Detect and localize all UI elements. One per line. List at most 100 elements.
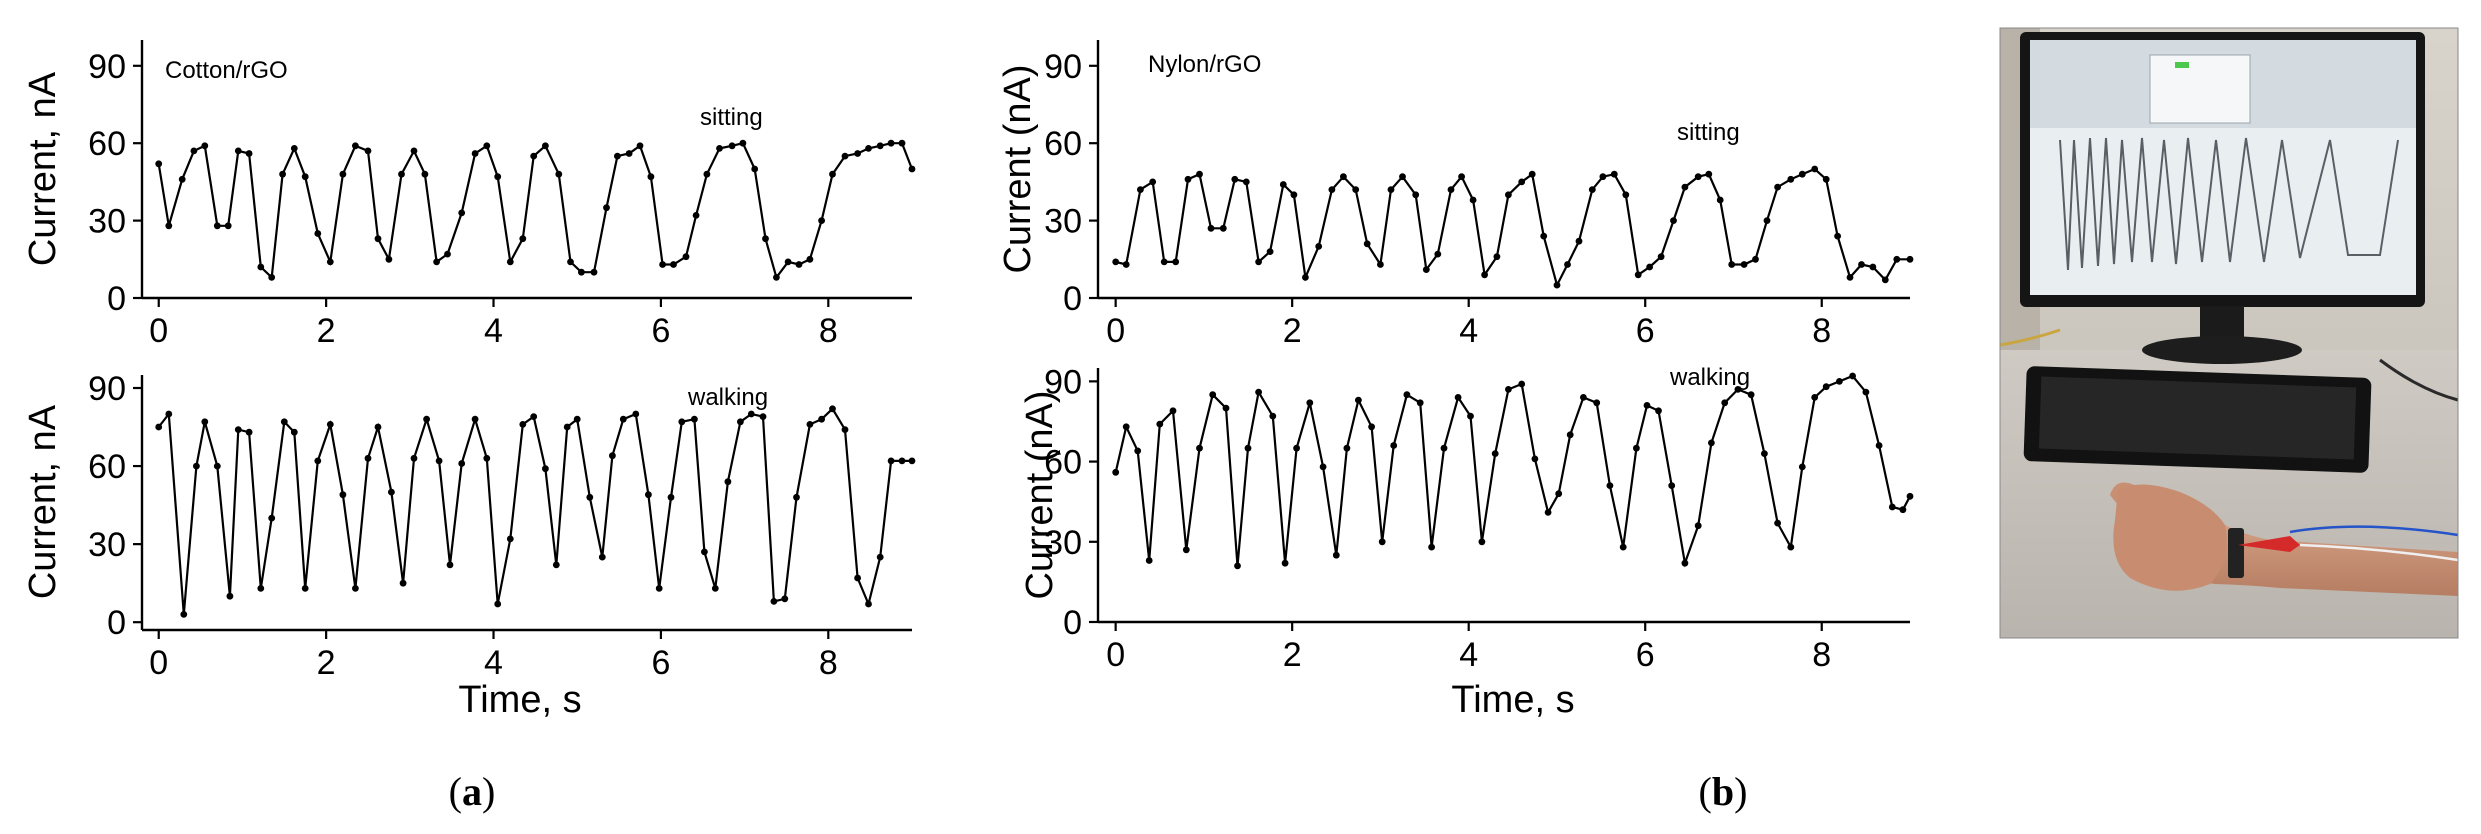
data-point (458, 460, 466, 467)
data-point (1599, 173, 1607, 181)
data-point (1849, 372, 1856, 380)
data-point (326, 421, 334, 428)
data-point (1368, 423, 1375, 431)
data-point (1721, 399, 1729, 407)
y-tick-label: 60 (88, 125, 126, 163)
activity-label: sitting (1677, 119, 1740, 146)
x-tick-label: 0 (149, 312, 168, 350)
data-point (1531, 455, 1539, 463)
cable (1999, 328, 2061, 347)
data-point (876, 553, 884, 561)
data-point (1416, 399, 1424, 407)
data-point (1184, 175, 1192, 183)
data-point (647, 173, 655, 181)
data-point (1458, 173, 1465, 181)
x-tick-label: 6 (1636, 636, 1655, 674)
data-point (759, 413, 767, 420)
data-point (213, 222, 221, 230)
y-tick-label: 90 (1044, 48, 1082, 86)
ticks: 0 30 60 90 0 2 4 6 8 (1044, 48, 1831, 350)
data-point (598, 553, 606, 561)
data-point (682, 253, 690, 261)
ticks: 0 30 60 90 0 2 4 6 8 (88, 48, 838, 350)
x-tick-label: 0 (1106, 636, 1125, 674)
data-point (494, 600, 502, 608)
data-point (374, 235, 382, 243)
data-point (458, 209, 466, 217)
data-point (711, 585, 719, 592)
series (155, 139, 916, 281)
data-point (542, 142, 549, 150)
photo-border (1999, 27, 2459, 639)
data-point (1553, 281, 1561, 289)
data-point (1447, 186, 1455, 194)
data-point (773, 274, 780, 281)
data-point (1454, 394, 1462, 401)
data-point (213, 462, 221, 470)
data-point (410, 147, 418, 155)
y-tick-label: 90 (88, 48, 126, 86)
electrode-wire (2289, 525, 2459, 537)
data-point (887, 457, 895, 465)
data-point (1734, 386, 1742, 393)
data-point (614, 152, 621, 160)
data-point (795, 261, 803, 268)
data-point (1332, 551, 1340, 559)
data-point (555, 170, 563, 178)
data-point (435, 457, 443, 465)
data-point (1377, 261, 1384, 268)
data-point (1122, 423, 1130, 431)
data-point (1906, 492, 1914, 500)
data-point (257, 585, 265, 592)
data-point (301, 173, 309, 181)
data-point (234, 147, 242, 155)
keyboard-keys (2038, 376, 2357, 460)
data-point (1182, 546, 1190, 554)
data-point (619, 415, 627, 423)
series-line (1115, 167, 1910, 289)
data-point (314, 230, 322, 237)
data-point (829, 405, 836, 413)
data-point (444, 250, 451, 258)
material-annotation: Nylon/rGO (1148, 51, 1261, 78)
data-point (1290, 191, 1298, 199)
data-point (854, 150, 861, 157)
data-point (180, 611, 188, 618)
y-tick-label: 0 (1063, 280, 1082, 318)
data-point (1481, 271, 1488, 279)
data-point (1694, 173, 1702, 181)
data-point (1518, 380, 1526, 388)
data-point (1390, 442, 1398, 449)
data-point (716, 145, 723, 152)
data-point (1137, 186, 1144, 194)
data-point (1836, 378, 1843, 385)
data-point (908, 165, 916, 173)
data-point (1145, 557, 1153, 564)
data-point (1888, 503, 1896, 511)
data-point (245, 150, 253, 157)
data-point (1708, 439, 1715, 447)
x-tick-label: 4 (1459, 636, 1478, 674)
y-tick-label: 60 (1044, 125, 1082, 163)
x-tick-label: 2 (1283, 636, 1302, 674)
data-point (279, 170, 286, 178)
data-point (1156, 420, 1164, 428)
data-point (1761, 450, 1768, 457)
data-point (1657, 253, 1665, 261)
data-point (290, 145, 298, 152)
data-point (1387, 186, 1395, 194)
data-point (1149, 178, 1157, 186)
data-point (1681, 559, 1689, 567)
panel-label-b: (b) (1699, 769, 1748, 814)
data-point (818, 415, 825, 423)
data-point (506, 258, 514, 266)
data-point (829, 170, 836, 178)
data-point (530, 152, 538, 160)
data-point (1846, 274, 1854, 281)
data-point (1606, 482, 1614, 489)
data-point (234, 426, 242, 433)
data-point (1378, 538, 1386, 546)
data-point (410, 454, 418, 462)
data-point (483, 142, 491, 150)
data-point (841, 152, 849, 160)
